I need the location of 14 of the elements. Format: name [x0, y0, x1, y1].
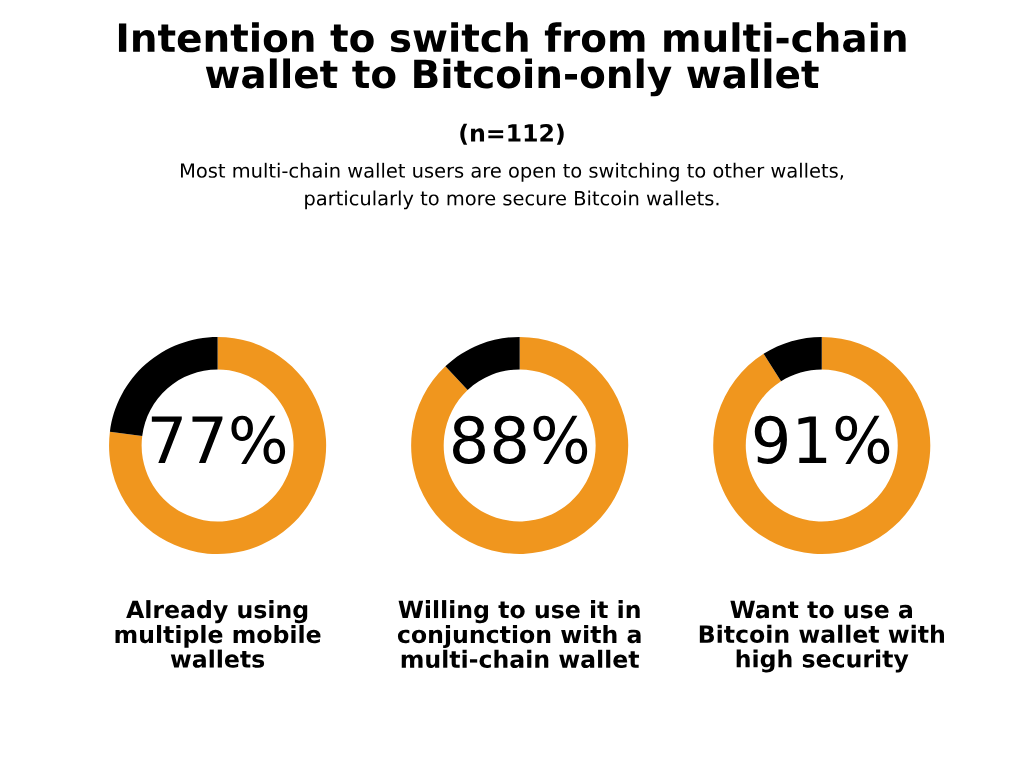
text: Most multi-chain wallet users are open to switching to other wallets, particularly to more secure Bitcoin wallets.: [181, 162, 844, 210]
text: Already using multiple mobile wallets: [115, 600, 321, 668]
donut-slice: [713, 336, 931, 554]
donut-slice: [109, 336, 327, 554]
text: Intention to switch from multi-chain wallet to Bitcoin-only wallet: [118, 22, 906, 97]
data-label: 91%: [754, 415, 890, 464]
data-label: 77%: [151, 415, 286, 464]
text: Willing to use it in conjunction with a multi-chain wallet: [397, 600, 641, 669]
donut-slice: [411, 336, 629, 554]
donut-slice: [445, 336, 520, 391]
text: Want to use a Bitcoin wallet with high security: [699, 600, 944, 673]
text: (n=112): [460, 123, 564, 145]
donut-slice: [763, 336, 822, 382]
data-label: 88%: [453, 415, 588, 464]
